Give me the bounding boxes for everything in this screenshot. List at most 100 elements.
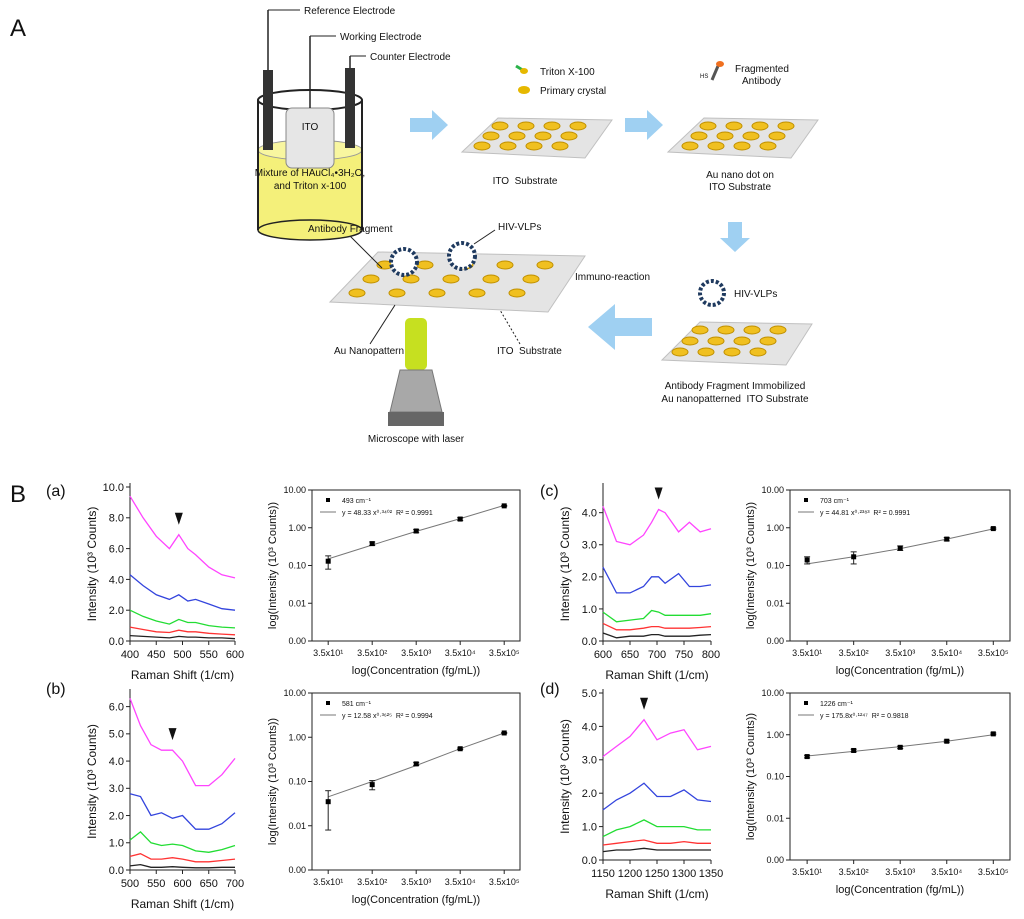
data-point — [413, 528, 419, 534]
x-tick-label: 3.5x10³ — [401, 648, 431, 658]
x-tick-label: 500 — [173, 649, 191, 661]
au-dot — [482, 131, 500, 141]
x-tick-label: 3.5x10² — [839, 648, 869, 658]
y-tick-label: 8.0 — [109, 513, 124, 525]
pointer — [369, 304, 396, 345]
label: Antibody Fragment — [308, 224, 393, 235]
x-tick-label: 400 — [121, 649, 139, 661]
legend-marker — [804, 498, 808, 502]
spectrum-line — [602, 782, 712, 811]
label: Counter Electrode — [370, 52, 451, 63]
label: Microscope with laser — [368, 434, 465, 445]
legend-marker — [326, 701, 330, 705]
x-tick-label: 550 — [200, 649, 218, 661]
x-tick-label: 450 — [147, 649, 165, 661]
x-tick-label: 3.5x10¹ — [792, 867, 822, 877]
pointer — [349, 235, 383, 269]
y-tick-label: 0.10 — [288, 777, 306, 787]
y-tick-label: 0.0 — [582, 855, 597, 867]
peak-marker — [640, 697, 649, 710]
x-tick-label: 3.5x10⁴ — [445, 648, 476, 658]
data-point — [457, 516, 463, 522]
x-axis-label: log(Concentration (fg/mL)) — [352, 894, 480, 906]
x-axis-label: Raman Shift (1/cm) — [131, 897, 234, 911]
label: Antibody — [742, 76, 781, 87]
objective-base — [388, 412, 444, 426]
spectrum-line — [129, 793, 236, 830]
x-tick-label: 3.5x10¹ — [792, 648, 822, 658]
data-point — [369, 541, 375, 547]
x-tick-label: 3.5x10² — [357, 877, 387, 887]
x-tick-label: 1250 — [645, 868, 669, 880]
y-tick-label: 0.0 — [582, 636, 597, 648]
label: Mixture of HAuCl₄•3H₂O, — [255, 168, 365, 179]
y-tick-label: 10.00 — [761, 485, 784, 495]
y-axis-label: log(Intensity (10³ Counts)) — [267, 718, 279, 845]
y-tick-label: 3.0 — [582, 540, 597, 552]
spectrum-line — [129, 831, 236, 853]
x-tick-label: 1150 — [591, 868, 615, 880]
panel-label: A — [10, 15, 26, 42]
x-tick-label: 3.5x10⁴ — [445, 877, 476, 887]
spectrum-line — [602, 718, 712, 758]
au-dot — [681, 141, 699, 151]
label: Immuno-reaction — [575, 272, 650, 283]
data-point — [501, 730, 507, 736]
spectrum-line — [602, 609, 712, 623]
au-dot — [508, 131, 526, 141]
data-point — [325, 558, 331, 564]
spectrum-line — [129, 609, 236, 629]
y-axis-label: Intensity (10³ Counts) — [85, 507, 99, 622]
y-tick-label: 1.0 — [582, 604, 597, 616]
au-dot — [697, 347, 715, 357]
antibody-icon — [710, 65, 720, 81]
y-tick-label: 1.00 — [288, 732, 306, 742]
y-axis-label: log(Intensity (10³ Counts)) — [745, 502, 757, 629]
panel-label: B — [10, 481, 26, 508]
y-axis-label: Intensity (10³ Counts) — [558, 507, 572, 622]
data-point — [897, 545, 903, 551]
peak-marker — [168, 728, 177, 741]
x-tick-label: 700 — [648, 649, 666, 661]
x-tick-label: 3.5x10⁵ — [978, 867, 1009, 877]
label: Fragmented — [735, 64, 789, 75]
label: Working Electrode — [340, 32, 422, 43]
au-dot — [707, 141, 725, 151]
pointer — [473, 229, 496, 245]
x-axis-label: log(Concentration (fg/mL)) — [836, 665, 964, 677]
label: HIV-VLPs — [734, 289, 777, 300]
au-dot — [569, 121, 587, 131]
au-dot — [717, 325, 735, 335]
au-dot — [725, 121, 743, 131]
y-tick-label: 2.0 — [582, 572, 597, 584]
y-tick-label: 0.00 — [766, 855, 784, 865]
x-axis-label: log(Concentration (fg/mL)) — [352, 665, 480, 677]
y-tick-label: 0.0 — [109, 636, 124, 648]
label: HIV-VLPs — [498, 222, 541, 233]
data-point — [851, 747, 857, 753]
au-dot — [508, 288, 526, 298]
au-dot — [681, 336, 699, 346]
x-axis-label: Raman Shift (1/cm) — [605, 887, 708, 901]
y-tick-label: 0.01 — [288, 598, 306, 608]
spectrum-line — [129, 574, 236, 611]
au-dot — [759, 141, 777, 151]
y-tick-label: 1.0 — [582, 821, 597, 833]
au-dot — [759, 336, 777, 346]
electrochemical-cell: Reference Electrode Working Electrode Co… — [255, 6, 451, 241]
data-point — [369, 782, 375, 788]
data-point — [804, 754, 810, 760]
peak-marker — [174, 512, 183, 525]
data-point — [944, 738, 950, 744]
y-axis-label: log(Intensity (10³ Counts)) — [745, 713, 757, 840]
x-tick-label: 3.5x10³ — [401, 877, 431, 887]
y-tick-label: 0.00 — [288, 636, 306, 646]
au-dot — [690, 131, 708, 141]
y-tick-label: 6.0 — [109, 701, 124, 713]
au-dot — [473, 141, 491, 151]
legend-marker — [804, 701, 808, 705]
data-point — [851, 554, 857, 560]
au-dot — [491, 121, 509, 131]
y-tick-label: 2.0 — [109, 810, 124, 822]
